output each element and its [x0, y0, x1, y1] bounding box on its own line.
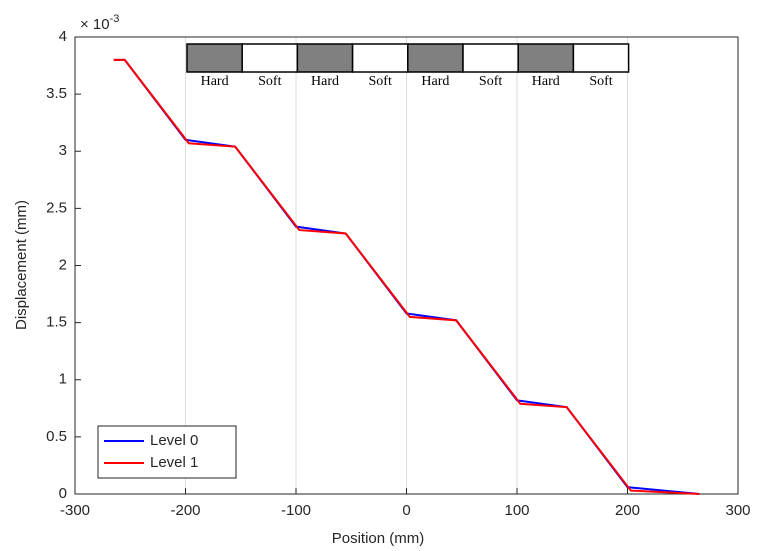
legend-label: Level 1: [150, 454, 198, 471]
strip-cell: [241, 43, 299, 73]
y-axis-label: Displacement (mm): [13, 200, 30, 330]
exponent: -3: [110, 13, 120, 25]
y-tick-label: 3.5: [46, 85, 67, 102]
x-tick-label: 300: [725, 502, 750, 519]
strip-label: Soft: [369, 74, 392, 89]
y-tick-label: 0.5: [46, 428, 67, 445]
exponent-base: × 10: [80, 16, 110, 33]
exponent-label: × 10-3: [80, 13, 119, 33]
strip-label: Hard: [201, 74, 229, 89]
strip-cell: [407, 43, 464, 73]
x-tick-label: 100: [504, 502, 529, 519]
x-tick-label: 0: [402, 502, 410, 519]
strip-label: Hard: [532, 74, 560, 89]
strip-label: Hard: [421, 74, 449, 89]
strip-cell: [572, 43, 630, 73]
strip-cell: [186, 43, 243, 73]
series-line: [113, 58, 700, 495]
y-tick-label: 1: [59, 371, 67, 388]
x-axis-label: Position (mm): [332, 530, 425, 547]
y-tick-label: 0: [59, 485, 67, 502]
y-tick-label: 3: [59, 142, 67, 159]
plot-frame: [74, 36, 739, 495]
legend-label: Level 0: [150, 432, 198, 449]
strip-cell: [462, 43, 519, 73]
strip-label: Hard: [311, 74, 339, 89]
strip-cell: [517, 43, 575, 73]
strip-label: Soft: [479, 74, 502, 89]
strip-label: Soft: [258, 74, 281, 89]
strip-label: Soft: [589, 74, 612, 89]
x-tick-label: -200: [170, 502, 200, 519]
y-tick-label: 1.5: [46, 314, 67, 331]
y-tick-label: 2: [59, 256, 67, 273]
x-tick-label: -100: [281, 502, 311, 519]
legend-box: [97, 425, 237, 479]
y-tick-label: 2.5: [46, 199, 67, 216]
x-tick-label: 200: [615, 502, 640, 519]
strip-cell: [351, 43, 409, 73]
strip-cell: [296, 43, 354, 73]
y-tick-label: 4: [59, 28, 67, 45]
x-tick-label: -300: [60, 502, 90, 519]
